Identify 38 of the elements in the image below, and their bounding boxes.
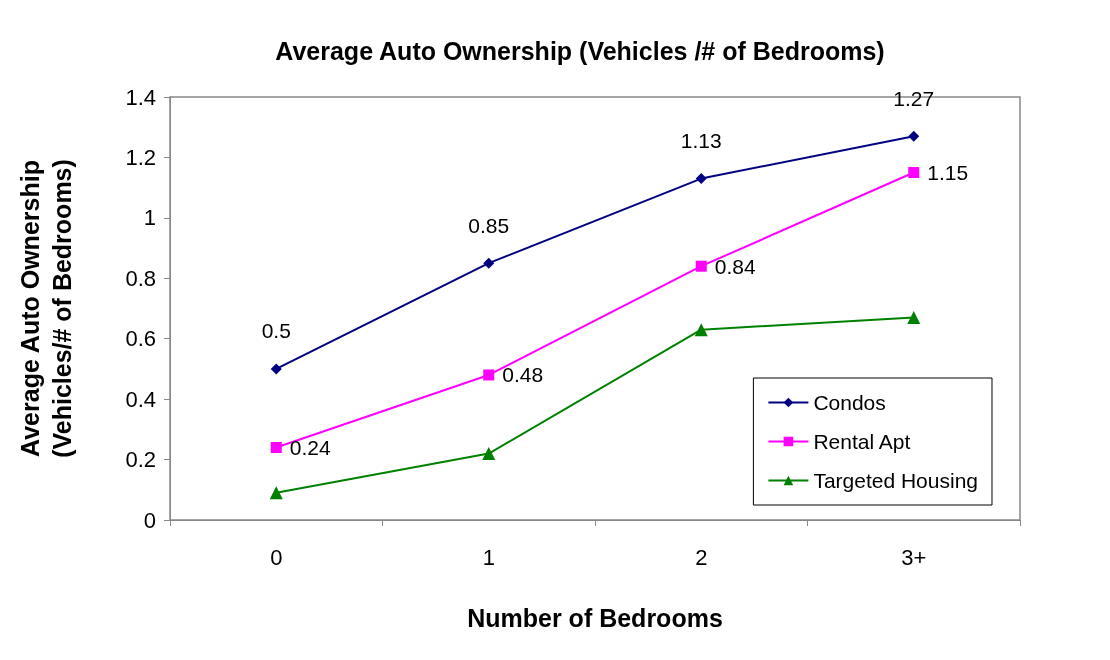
y-tick-label: 0.2 [125,447,156,473]
legend-label: Condos [813,391,886,414]
x-tick-label: 2 [695,544,708,570]
y-axis-title: Average Auto Ownership (Vehicles/# of Bedrooms) [16,159,76,458]
chart-title: Average Auto Ownership (Vehicles /# of Bedrooms) [275,36,885,65]
x-tick-label: 0 [270,544,283,570]
x-tick-label: 1 [482,544,495,570]
point [695,260,707,272]
y-tick-label: 1.2 [125,144,156,170]
data-label: 1.27 [893,86,935,110]
point [694,323,708,337]
point [270,363,282,375]
point [695,173,707,185]
point [908,130,920,142]
data-label: 0.24 [289,435,331,459]
y-tick-label: 0.4 [125,386,156,412]
y-tick-label: 0 [143,507,156,533]
x-tick-label: 3+ [901,544,927,570]
x-axis-title: Number of Bedrooms [467,603,723,632]
y-tick-label: 0.6 [125,326,156,352]
y-tick-label: 1 [143,205,156,231]
point [483,369,495,381]
data-label: 1.15 [927,161,969,185]
legend-label: Rental Apt [813,430,911,453]
y-tick-label: 1.4 [125,84,156,110]
point [482,447,496,461]
data-label: 0.5 [261,319,291,343]
point [269,486,283,500]
data-label: 0.48 [502,363,544,387]
point [907,311,921,325]
point [270,441,282,453]
y-tick-label: 0.8 [125,265,156,291]
legend-label: Targeted Housing [813,469,978,492]
data-label: 0.85 [468,213,510,237]
point [483,257,495,269]
point [908,167,920,179]
data-label: 1.13 [680,129,722,153]
data-label: 0.84 [714,254,756,278]
